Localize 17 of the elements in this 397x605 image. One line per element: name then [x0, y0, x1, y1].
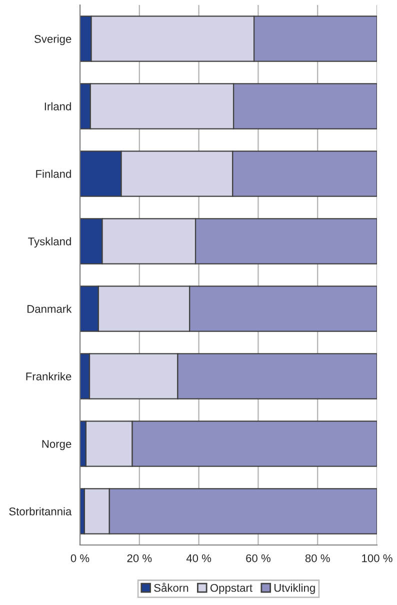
y-tick-label: Danmark	[28, 304, 72, 313]
x-tick-label: 100 %	[362, 554, 392, 562]
x-tick-label: 60 %	[246, 554, 270, 562]
legend-label: Oppstart	[210, 584, 252, 594]
x-tick-label: 20 %	[127, 554, 152, 562]
y-tick-label: Norge	[42, 440, 72, 450]
y-tick-label: Tyskland	[28, 237, 71, 248]
x-tick-label: 80 %	[305, 554, 330, 562]
x-tick-label: 0 %	[70, 554, 90, 562]
legend-label: Utvikling	[274, 584, 315, 594]
y-tick-label: Frankrike	[26, 372, 72, 380]
y-tick-label: Finland	[36, 170, 71, 178]
legend-label: Såkorn	[154, 582, 188, 592]
x-tick-label: 40 %	[186, 554, 212, 562]
y-tick-label: Irland	[44, 102, 71, 110]
y-tick-label: Storbritannia	[9, 507, 72, 516]
y-tick-label: Sverige	[34, 34, 72, 46]
